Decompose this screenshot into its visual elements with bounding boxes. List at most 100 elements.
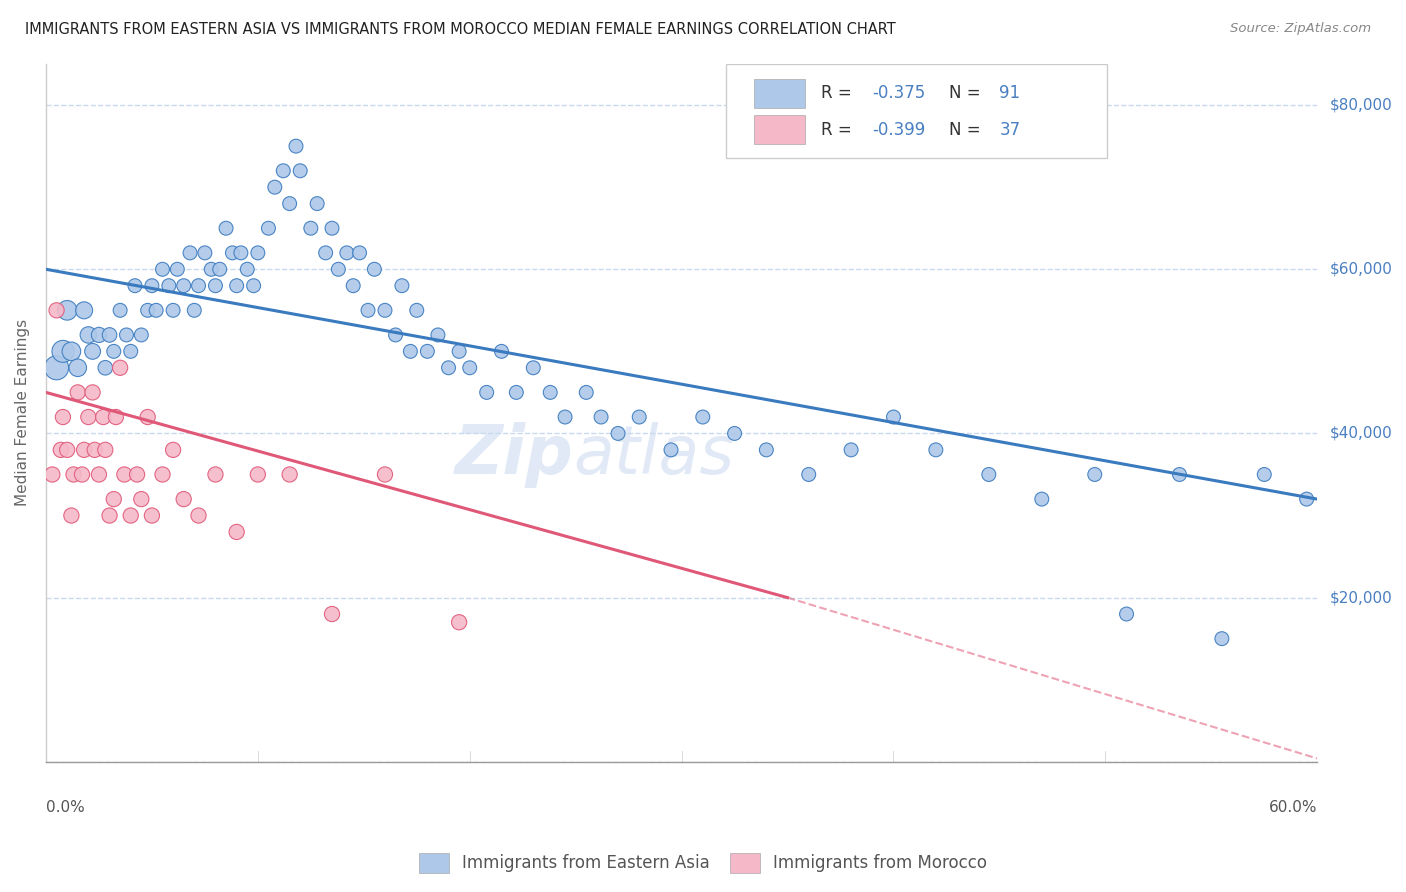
Point	[607, 426, 630, 441]
Point	[200, 262, 222, 277]
Point	[416, 344, 439, 359]
Point	[1031, 492, 1053, 507]
Text: -0.375: -0.375	[872, 85, 925, 103]
Point	[399, 344, 422, 359]
Point	[342, 278, 364, 293]
Point	[426, 327, 449, 342]
Point	[591, 410, 613, 425]
Point	[659, 442, 682, 457]
Point	[391, 278, 413, 293]
Point	[449, 344, 471, 359]
Point	[98, 508, 121, 523]
Point	[103, 492, 125, 507]
Point	[141, 508, 163, 523]
Point	[77, 327, 100, 342]
FancyBboxPatch shape	[725, 64, 1108, 158]
Point	[52, 344, 75, 359]
Point	[263, 180, 285, 194]
Point	[124, 278, 146, 293]
Point	[384, 327, 406, 342]
Point	[173, 278, 195, 293]
Point	[152, 467, 174, 482]
Point	[1253, 467, 1275, 482]
Point	[321, 607, 343, 621]
Point	[125, 467, 148, 482]
Point	[257, 221, 280, 235]
Point	[285, 139, 308, 153]
Point	[70, 467, 93, 482]
Point	[225, 278, 247, 293]
Point	[755, 442, 778, 457]
Text: atlas: atlas	[574, 422, 735, 488]
Point	[1295, 492, 1317, 507]
Point	[1084, 467, 1107, 482]
Y-axis label: Median Female Earnings: Median Female Earnings	[15, 319, 30, 507]
Point	[73, 303, 96, 318]
Text: 37: 37	[1000, 120, 1021, 138]
Point	[108, 360, 131, 375]
Point	[246, 467, 269, 482]
Point	[204, 278, 226, 293]
Point	[278, 467, 301, 482]
Point	[363, 262, 385, 277]
Text: R =: R =	[821, 85, 858, 103]
Point	[66, 360, 89, 375]
Text: $20,000: $20,000	[1330, 591, 1393, 605]
Point	[215, 221, 238, 235]
FancyBboxPatch shape	[754, 78, 804, 108]
Text: 0.0%: 0.0%	[46, 800, 84, 815]
Point	[183, 303, 205, 318]
Point	[692, 410, 714, 425]
Point	[60, 344, 83, 359]
Point	[162, 303, 184, 318]
Point	[62, 467, 84, 482]
Point	[1115, 607, 1137, 621]
Point	[73, 442, 96, 457]
Point	[87, 467, 110, 482]
Text: $80,000: $80,000	[1330, 97, 1393, 112]
Point	[131, 327, 153, 342]
Point	[45, 360, 67, 375]
Point	[307, 196, 329, 211]
Text: 91: 91	[1000, 85, 1021, 103]
Point	[136, 410, 159, 425]
Point	[405, 303, 427, 318]
Point	[45, 303, 67, 318]
Point	[56, 442, 79, 457]
Point	[475, 385, 498, 400]
Point	[374, 467, 396, 482]
Point	[83, 442, 105, 457]
Text: $60,000: $60,000	[1330, 261, 1393, 277]
Point	[538, 385, 561, 400]
Point	[87, 327, 110, 342]
Point	[797, 467, 820, 482]
Point	[98, 327, 121, 342]
Point	[723, 426, 745, 441]
Text: N =: N =	[949, 120, 986, 138]
Point	[491, 344, 513, 359]
Point	[1211, 632, 1233, 646]
Point	[575, 385, 598, 400]
Point	[173, 492, 195, 507]
Text: R =: R =	[821, 120, 858, 138]
Text: N =: N =	[949, 85, 986, 103]
Point	[522, 360, 544, 375]
Point	[328, 262, 350, 277]
Point	[208, 262, 231, 277]
Point	[628, 410, 651, 425]
Point	[162, 442, 184, 457]
Point	[271, 163, 294, 178]
Legend: Immigrants from Eastern Asia, Immigrants from Morocco: Immigrants from Eastern Asia, Immigrants…	[412, 847, 994, 880]
Point	[229, 245, 252, 260]
Point	[66, 385, 89, 400]
Point	[437, 360, 460, 375]
Point	[94, 442, 117, 457]
Point	[103, 344, 125, 359]
Point	[166, 262, 188, 277]
FancyBboxPatch shape	[754, 115, 804, 145]
Point	[41, 467, 63, 482]
Point	[505, 385, 527, 400]
Point	[152, 262, 174, 277]
Point	[108, 303, 131, 318]
Point	[187, 508, 209, 523]
